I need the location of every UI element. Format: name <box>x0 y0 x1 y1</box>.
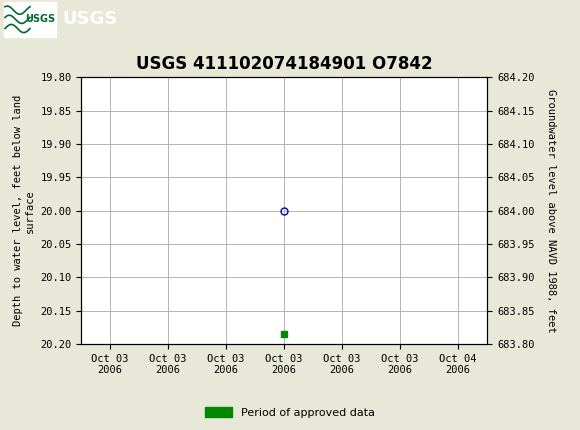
Text: USGS: USGS <box>62 10 117 28</box>
Legend: Period of approved data: Period of approved data <box>200 402 380 422</box>
Title: USGS 411102074184901 O7842: USGS 411102074184901 O7842 <box>136 55 433 73</box>
FancyBboxPatch shape <box>4 2 56 37</box>
Y-axis label: Depth to water level, feet below land
surface: Depth to water level, feet below land su… <box>13 95 35 326</box>
Text: USGS: USGS <box>25 14 55 25</box>
Y-axis label: Groundwater level above NAVD 1988, feet: Groundwater level above NAVD 1988, feet <box>546 89 556 332</box>
